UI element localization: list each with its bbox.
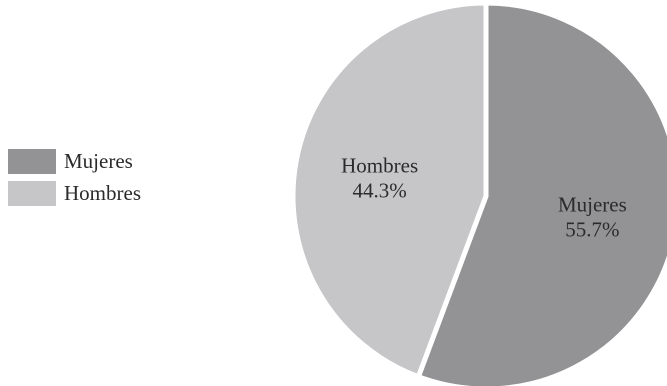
slice-label-hombres: Hombres xyxy=(341,154,418,178)
legend-swatch-hombres xyxy=(8,180,56,206)
legend-label-hombres: Hombres xyxy=(64,180,141,205)
legend-item-mujeres: Mujeres xyxy=(8,145,141,177)
slice-value-mujeres: 55.7% xyxy=(565,217,619,241)
pie-slice-mujeres xyxy=(415,0,667,386)
slice-value-hombres: 44.3% xyxy=(353,179,407,203)
pie-slice-hombres xyxy=(290,0,489,380)
slice-label-mujeres: Mujeres xyxy=(558,192,627,216)
legend-label-mujeres: Mujeres xyxy=(64,148,133,173)
pie-slices xyxy=(290,0,667,386)
legend: Mujeres Hombres xyxy=(8,145,141,209)
legend-item-hombres: Hombres xyxy=(8,177,141,209)
legend-swatch-mujeres xyxy=(8,148,56,174)
